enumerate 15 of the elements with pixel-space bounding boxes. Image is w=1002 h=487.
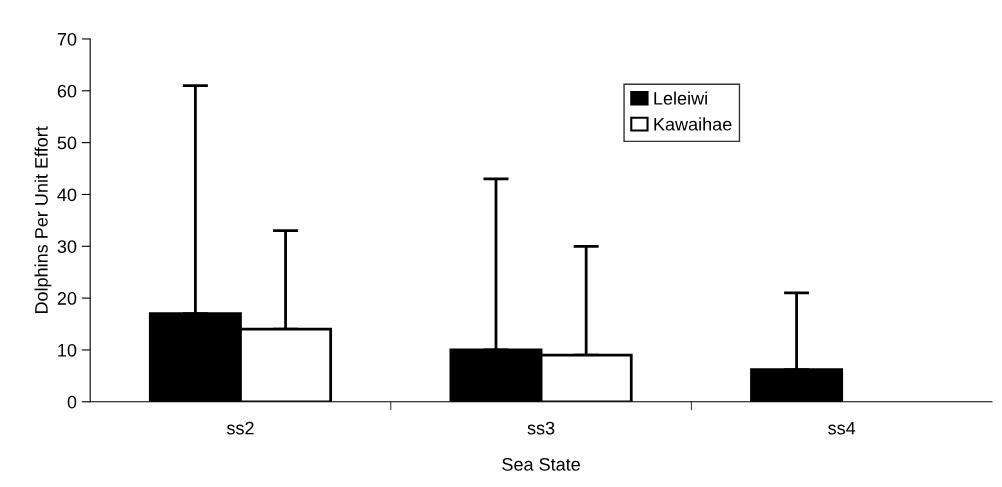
- legend-label: Leleiwi: [654, 91, 707, 105]
- y-tick-label: 60: [57, 84, 77, 98]
- x-tick-label: ss4: [828, 421, 856, 435]
- y-tick-label: 40: [57, 188, 77, 202]
- legend-label: Kawaihae: [654, 117, 732, 131]
- y-tick-label: 10: [58, 343, 77, 357]
- y-tick-label: 30: [57, 240, 77, 253]
- x-tick-label: ss2: [226, 421, 254, 435]
- y-tick-label: 0: [67, 395, 77, 409]
- x-axis-title: Sea State: [502, 457, 580, 471]
- y-tick-label: 20: [57, 292, 77, 305]
- y-axis-title: Dolphins Per Unit Effort: [34, 126, 52, 314]
- y-tick-label: 50: [57, 136, 77, 150]
- y-tick-label: 70: [57, 32, 77, 46]
- x-tick-label: ss3: [527, 421, 555, 435]
